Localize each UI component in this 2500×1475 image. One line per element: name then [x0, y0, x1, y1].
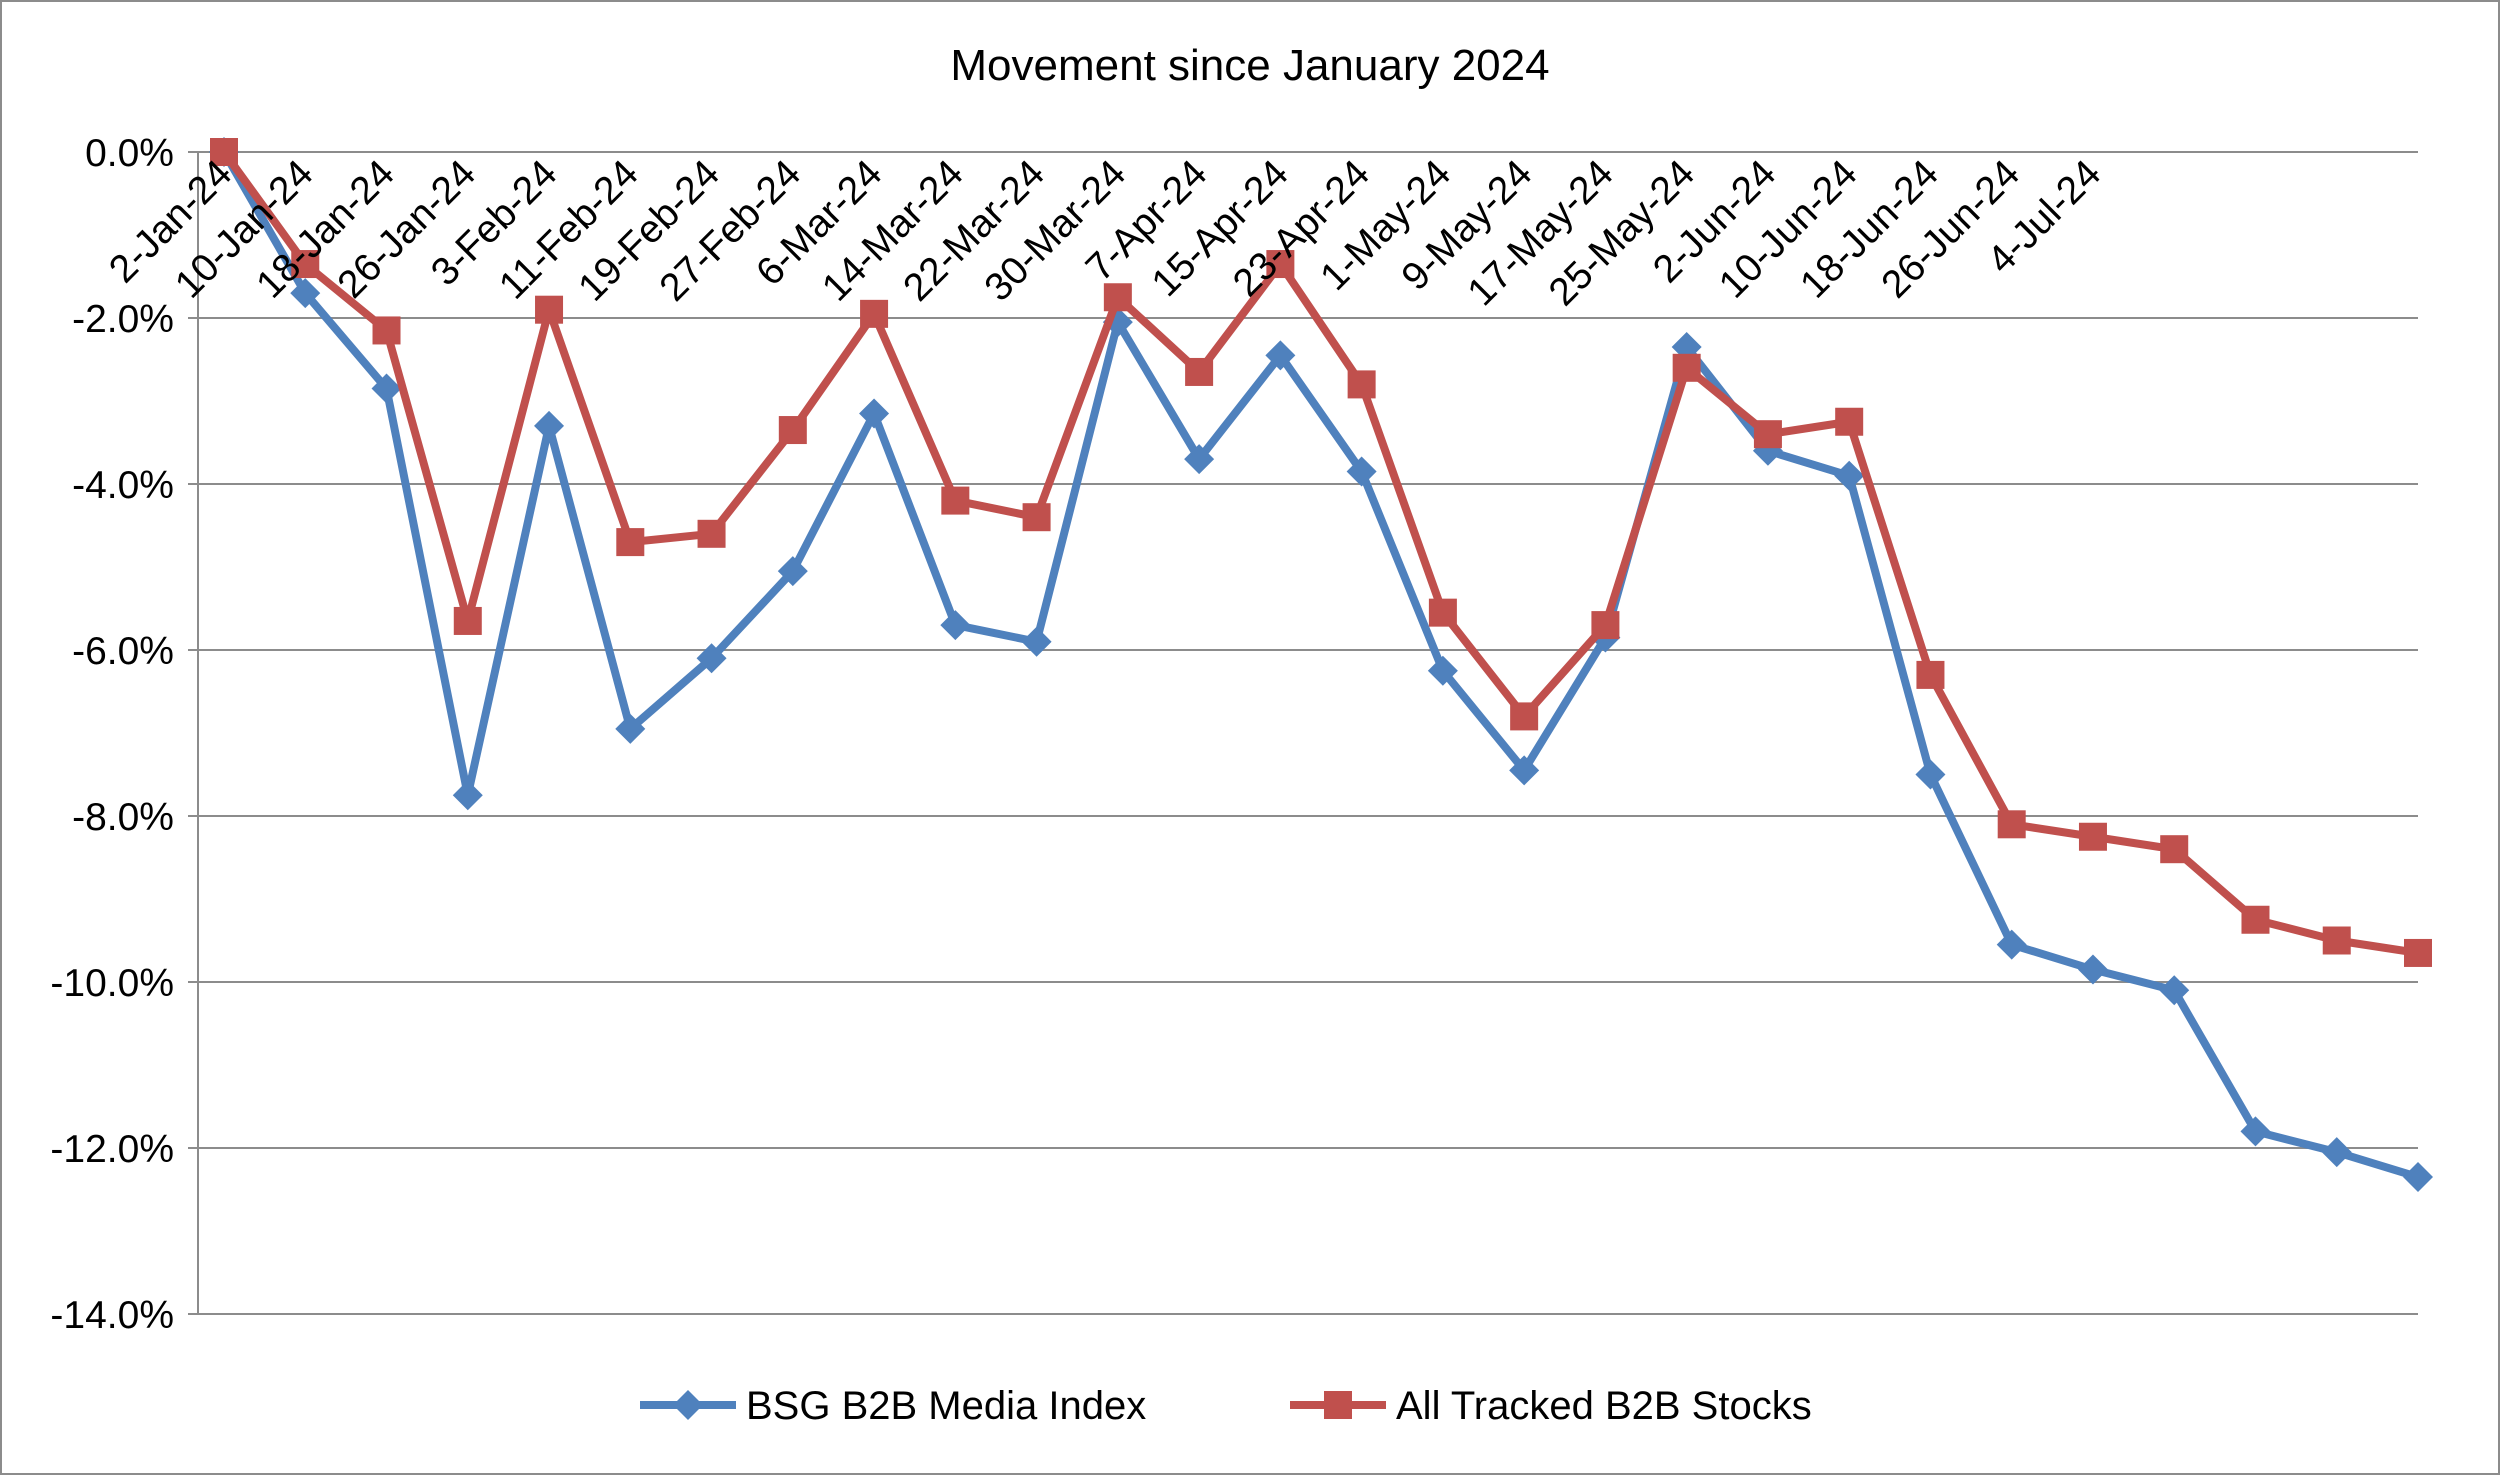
data-point — [1266, 250, 1295, 279]
data-point — [2159, 975, 2190, 1006]
data-point — [1916, 660, 1945, 689]
data-point — [2404, 938, 2432, 967]
y-tick-label: -8.0% — [72, 796, 174, 839]
data-point — [778, 416, 807, 445]
data-point — [1427, 655, 1458, 686]
data-point — [534, 410, 565, 441]
series-line — [220, 150, 2420, 1181]
data-point — [616, 528, 645, 557]
data-point — [697, 519, 726, 548]
data-point — [941, 486, 970, 515]
y-tick-label: -4.0% — [72, 464, 174, 507]
data-point — [940, 610, 971, 641]
legend-marker — [1324, 1391, 1352, 1419]
data-point — [2321, 1137, 2352, 1168]
data-point — [615, 713, 646, 744]
data-point — [1022, 503, 1051, 532]
series-1 — [210, 138, 2432, 967]
data-point — [1997, 810, 2026, 839]
data-point — [860, 299, 889, 328]
data-point — [1835, 407, 1864, 436]
data-point — [1021, 626, 1052, 657]
data-point — [372, 316, 401, 345]
data-point — [1347, 370, 1376, 399]
data-point — [210, 138, 238, 166]
data-point — [2077, 954, 2108, 985]
data-point — [1510, 702, 1539, 731]
data-point — [1996, 929, 2027, 960]
data-point — [1346, 456, 1377, 487]
data-point — [1509, 755, 1540, 786]
data-point — [371, 373, 402, 404]
y-tick-label: 0.0% — [85, 132, 174, 175]
y-tick-label: -14.0% — [50, 1294, 174, 1337]
data-point — [290, 278, 321, 309]
data-point — [2241, 905, 2270, 934]
data-point — [2160, 835, 2189, 864]
data-point — [2078, 822, 2107, 851]
legend: BSG B2B Media Index All Tracked B2B Stock… — [640, 1384, 1812, 1428]
data-point — [1184, 444, 1215, 475]
axes: 0.0% -2.0% -4.0% -6.0% -8.0% -10.0% -12.0% -14.… — [50, 132, 199, 1337]
data-point — [1915, 759, 1946, 790]
y-tick-label: -10.0% — [50, 962, 174, 1005]
data-point — [535, 295, 564, 324]
series-layer — [209, 137, 2433, 1193]
data-point — [1591, 611, 1620, 640]
series-0 — [209, 137, 2433, 1193]
data-point — [1428, 598, 1457, 627]
data-point — [2322, 926, 2351, 955]
data-point — [1753, 420, 1782, 449]
data-point — [1185, 357, 1214, 386]
legend-label: All Tracked B2B Stocks — [1396, 1384, 1812, 1428]
data-point — [291, 250, 320, 279]
data-point — [1672, 353, 1701, 382]
gridlines — [198, 151, 2418, 1315]
data-point — [696, 643, 727, 674]
y-tick-label: -2.0% — [72, 298, 174, 341]
data-point — [453, 606, 482, 635]
legend-marker — [673, 1390, 703, 1420]
data-point — [859, 398, 890, 429]
data-point — [1265, 340, 1296, 371]
data-point — [2403, 1162, 2433, 1193]
data-point — [1834, 460, 1865, 491]
y-tick-label: -12.0% — [50, 1128, 174, 1171]
data-point — [777, 556, 808, 587]
data-point — [452, 780, 483, 811]
data-point — [1103, 283, 1132, 312]
y-tick-label: -6.0% — [72, 630, 174, 673]
series-line — [220, 149, 2419, 957]
legend-label: BSG B2B Media Index — [746, 1384, 1146, 1428]
data-point — [2240, 1116, 2271, 1147]
chart-title: Movement since January 2024 — [950, 41, 1549, 90]
